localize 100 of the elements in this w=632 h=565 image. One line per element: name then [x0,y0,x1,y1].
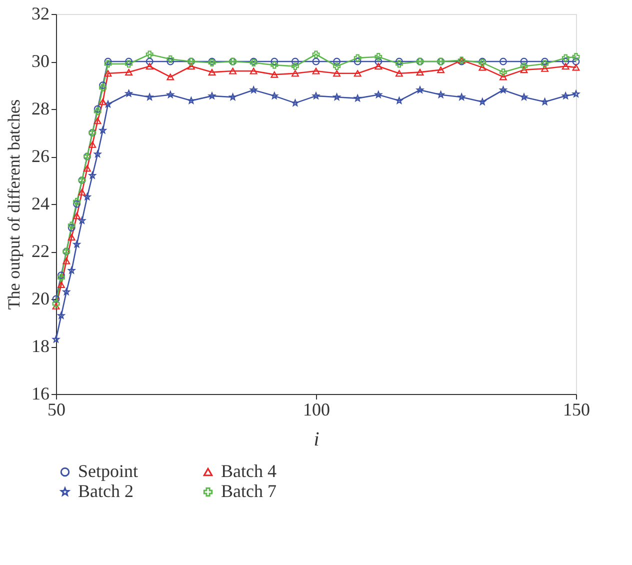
point [270,58,278,66]
point [52,336,60,342]
y-tick-label: 24 [32,194,50,214]
point [68,224,76,232]
point [166,55,174,63]
point [146,93,154,100]
point [416,86,424,94]
point [68,234,76,241]
point [229,93,236,100]
point [99,126,106,134]
x-tick-label: 150 [563,400,590,420]
point [104,60,112,68]
point [562,92,570,100]
y-tick-label: 18 [32,336,50,356]
point [562,54,570,62]
legend-label: Batch 7 [221,481,276,501]
point [84,193,91,200]
point [395,70,403,77]
point [78,188,86,196]
point [499,58,507,66]
point [500,86,507,94]
point [572,90,580,98]
point [396,96,403,104]
point [291,70,299,77]
y-tick-label: 28 [32,98,50,118]
point [146,62,154,70]
point [562,58,570,66]
point [333,93,340,100]
x-tick-label: 50 [48,400,66,420]
point [125,60,133,68]
point [541,65,549,72]
point [73,200,81,208]
point [312,50,320,58]
point [68,266,76,274]
y-tick-label: 20 [32,288,50,308]
point [57,272,65,279]
point [572,53,580,60]
point [572,58,580,66]
point [125,58,133,66]
point [58,312,65,319]
point [270,71,278,78]
point [68,222,76,230]
point [83,165,91,172]
point [478,64,486,71]
point [104,100,112,108]
point [437,91,444,98]
point [520,93,528,100]
point [99,98,107,106]
point [166,58,174,66]
point [292,99,299,106]
point [354,70,362,77]
x-tick-label: 100 [303,400,330,420]
point [541,98,548,105]
point [188,96,195,104]
point [312,92,320,100]
point [208,68,216,76]
point [94,108,102,116]
point [88,141,96,148]
point [374,58,382,66]
point [562,62,570,70]
point [99,82,107,89]
point [73,240,80,248]
point [520,62,528,70]
y-tick-label: 32 [32,4,50,24]
point [104,58,112,66]
point [374,62,382,70]
point [94,150,102,158]
y-tick-label: 30 [32,51,50,71]
legend-label: Setpoint [78,461,138,481]
point [541,58,549,66]
point [541,60,549,68]
y-tick-label: 26 [32,146,50,166]
y-axis-title: The output of different batches [4,99,24,310]
point [374,53,382,60]
point [333,58,341,66]
point [291,62,299,70]
point [333,70,341,77]
point [94,118,102,124]
point [187,62,195,70]
point [78,216,86,224]
point [166,74,174,80]
point [104,70,112,77]
point [572,64,580,71]
legend-label: Batch 4 [221,461,276,481]
point [354,94,362,102]
point [146,50,154,58]
point [520,58,528,66]
point [146,58,154,66]
y-tick-label: 16 [32,384,50,404]
point [270,92,278,100]
point [57,281,65,288]
point [374,91,382,98]
point [416,68,424,76]
point [52,302,60,310]
point [395,58,403,66]
point [229,68,237,74]
point [52,295,60,303]
point [354,58,362,66]
point [62,258,70,264]
point [88,172,96,179]
